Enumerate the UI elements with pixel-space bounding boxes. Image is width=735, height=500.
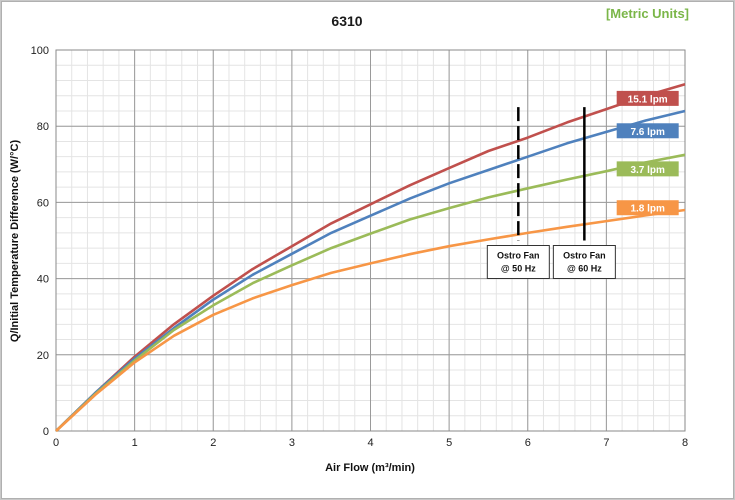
fan-label-line1: Ostro Fan xyxy=(563,251,606,261)
series-tag xyxy=(616,90,679,106)
series-tags: 15.1 lpm 7.6 lpm 3.7 lpm 1.8 lpm xyxy=(616,90,679,216)
fan-label-box xyxy=(486,245,550,279)
y-tick-label: 80 xyxy=(37,121,49,133)
series-line xyxy=(55,83,686,432)
series-tag-label: 7.6 lpm xyxy=(630,127,665,138)
x-tick-label: 7 xyxy=(603,437,609,449)
x-tick-label: 6 xyxy=(525,437,531,449)
fan-label-line2: @ 60 Hz xyxy=(567,264,602,274)
y-tick-label: 60 xyxy=(37,197,49,209)
fan-label-line2: @ 50 Hz xyxy=(501,264,536,274)
x-axis-label: Air Flow (m³/min) xyxy=(325,462,415,474)
y-tick-label: 100 xyxy=(31,45,49,57)
series-tag-label: 15.1 lpm xyxy=(628,94,668,105)
y-tick-label: 40 xyxy=(37,274,49,286)
chart-title: 6310 xyxy=(331,13,362,29)
series-tag xyxy=(616,161,679,177)
fan-annotations: Ostro Fan @ 50 Hz Ostro Fan @ 60 Hz xyxy=(486,107,616,279)
x-tick-label: 4 xyxy=(367,437,373,449)
x-tick-label: 3 xyxy=(289,437,295,449)
series-tag-label: 1.8 lpm xyxy=(630,204,665,215)
units-note: [Metric Units] xyxy=(606,6,689,21)
series-line xyxy=(55,208,686,432)
plot-area-border xyxy=(55,49,686,432)
x-tick-label: 5 xyxy=(446,437,452,449)
y-tick-label: 20 xyxy=(37,350,49,362)
series-tag-label: 3.7 lpm xyxy=(630,165,665,176)
series-line xyxy=(55,153,686,432)
x-tick-label: 8 xyxy=(682,437,688,449)
series-tag xyxy=(616,200,679,216)
fan-label-box xyxy=(552,245,616,279)
x-tick-label: 2 xyxy=(210,437,216,449)
series-line xyxy=(55,109,686,432)
fan-label-line1: Ostro Fan xyxy=(497,251,540,261)
series-tag xyxy=(616,123,679,139)
series-lines xyxy=(55,83,686,432)
y-axis-label: Q/Initial Temperature Difference (W/°C) xyxy=(9,140,21,343)
x-tick-label: 1 xyxy=(132,437,138,449)
y-tick-label: 0 xyxy=(43,426,49,438)
x-tick-label: 0 xyxy=(53,437,59,449)
major-grid xyxy=(55,49,686,432)
